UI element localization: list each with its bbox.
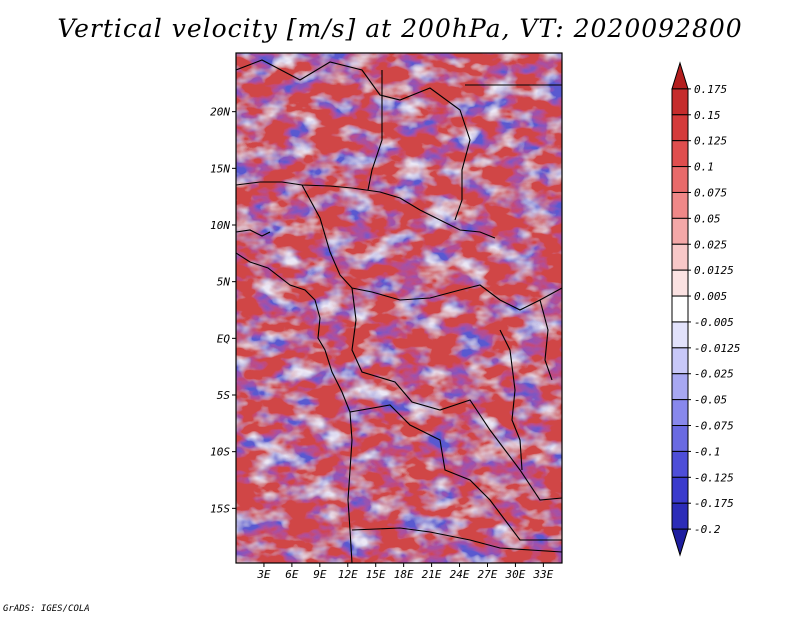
y-tick-label: EQ	[217, 332, 231, 345]
colorbar-label: -0.1	[694, 445, 721, 458]
colorbar-label: -0.05	[694, 394, 727, 407]
x-tick-label: 21E	[422, 568, 442, 581]
colorbar-label: 0.005	[694, 290, 727, 303]
x-tick-label: 6E	[285, 568, 299, 581]
y-axis-ticks: 20N 15N 10N 5N EQ 5S 10S 15S	[210, 106, 236, 515]
colorbar-swatch	[671, 321, 689, 349]
colorbar-swatch	[671, 269, 689, 297]
x-tick-label: 9E	[313, 568, 327, 581]
plot-frame	[235, 52, 563, 564]
velocity-field	[236, 53, 562, 563]
x-tick-label: 12E	[338, 568, 358, 581]
x-tick-label: 18E	[394, 568, 414, 581]
colorbar-label: 0.1	[694, 161, 714, 174]
colorbar-top-triangle	[671, 61, 689, 90]
colorbar-swatch	[671, 347, 689, 375]
x-tick-label: 24E	[450, 568, 470, 581]
colorbar-label: 0.15	[694, 109, 721, 122]
colorbar-swatch	[671, 191, 689, 219]
y-tick-label: 10N	[210, 219, 230, 232]
colorbar-swatch	[671, 450, 689, 478]
colorbar-swatch	[671, 476, 689, 504]
colorbar-swatch	[671, 243, 689, 271]
y-tick-label: 5S	[217, 389, 231, 402]
colorbar-label: 0.125	[694, 135, 727, 148]
colorbar-label: 0.05	[694, 212, 721, 225]
colorbar-label: -0.005	[694, 316, 734, 329]
colorbar-label: -0.2	[694, 523, 721, 536]
colorbar-swatch	[671, 373, 689, 401]
colorbar-swatch	[671, 399, 689, 427]
x-tick-label: 30E	[504, 568, 525, 581]
y-tick-label: 20N	[210, 106, 230, 119]
colorbar-swatch	[671, 295, 689, 323]
x-tick-label: 27E	[478, 568, 498, 581]
colorbar-label: -0.025	[694, 368, 734, 381]
colorbar-swatch	[671, 88, 689, 116]
y-tick-label: 5N	[217, 276, 231, 289]
x-tick-label: 15E	[366, 568, 386, 581]
x-axis-ticks: 3E 6E 9E 12E 15E 18E 21E 24E 27E 30E 33E	[256, 563, 554, 581]
colorbar-label: -0.0125	[694, 342, 740, 355]
colorbar-swatch	[671, 217, 689, 245]
colorbar-label: -0.075	[694, 420, 734, 433]
colorbar: 0.175 0.15 0.125 0.1 0.075 0.05 0.025 0.0125 0.0…	[671, 61, 740, 557]
x-tick-label: 33E	[532, 568, 553, 581]
y-tick-label: 15N	[210, 162, 230, 175]
colorbar-label: 0.175	[694, 83, 727, 96]
colorbar-label: 0.075	[694, 186, 727, 199]
colorbar-swatch	[671, 114, 689, 142]
x-tick-label: 3E	[256, 568, 271, 581]
colorbar-swatch	[671, 502, 689, 530]
colorbar-label: -0.125	[694, 471, 734, 484]
colorbar-label: -0.175	[694, 497, 734, 510]
grads-credit: GrADS: IGES/COLA	[3, 604, 90, 614]
colorbar-bottom-triangle	[671, 528, 689, 557]
colorbar-swatch	[671, 166, 689, 193]
map-title: Vertical velocity [m/s] at 200hPa, VT: 2…	[57, 14, 743, 43]
colorbar-label: 0.0125	[694, 264, 734, 277]
colorbar-swatch	[671, 425, 689, 452]
y-tick-label: 10S	[210, 446, 230, 459]
country-borders	[236, 59, 562, 563]
y-tick-label: 15S	[210, 502, 230, 515]
colorbar-swatch	[671, 140, 689, 168]
colorbar-label: 0.025	[694, 238, 727, 251]
